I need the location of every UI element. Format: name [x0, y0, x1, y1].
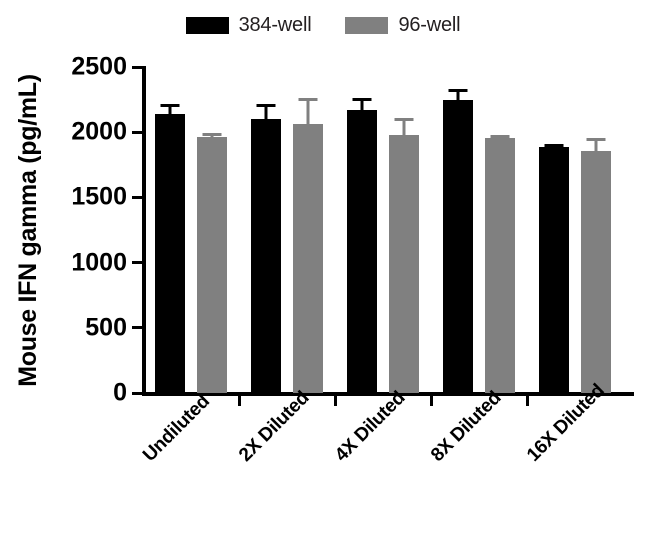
error-bar-cap — [202, 132, 222, 136]
bar — [347, 110, 377, 393]
error-bar-cap — [394, 117, 414, 121]
plot-area: 0 500 1000 1500 2000 2500 — [71, 53, 634, 407]
error-bar-cap — [490, 135, 510, 139]
error-bar-cap — [352, 98, 372, 102]
error-bar-stem — [264, 104, 268, 119]
y-axis-tick — [132, 65, 142, 69]
bar — [539, 146, 569, 393]
y-axis-line — [142, 66, 146, 394]
bar — [581, 151, 611, 393]
y-axis-tick-label: 500 — [85, 313, 127, 342]
error-bar-cap — [298, 97, 318, 101]
x-axis-category-label: Undiluted — [139, 390, 214, 466]
y-axis-title: Mouse IFN gamma (pg/mL) — [11, 67, 45, 393]
y-axis-tick — [132, 261, 142, 265]
legend-swatch-384-well — [185, 17, 229, 34]
legend-label-96-well: 96-well — [398, 14, 461, 36]
error-bar-cap — [544, 143, 564, 147]
x-axis-line — [142, 392, 634, 396]
y-axis-tick-label: 1500 — [71, 182, 127, 211]
bar — [485, 138, 515, 393]
y-axis-tick-label: 2000 — [71, 117, 127, 146]
error-bar-stem — [594, 138, 598, 152]
x-axis-tick — [237, 395, 241, 406]
bar — [389, 134, 419, 393]
legend-entry-384-well: 384-well — [185, 14, 312, 37]
x-axis-tick — [429, 395, 433, 406]
error-bar-stem — [402, 117, 406, 135]
x-axis-category-label: 8X Diluted — [427, 387, 506, 466]
error-bar-stem — [360, 98, 364, 111]
error-bar-stem — [168, 103, 172, 114]
error-bar-cap — [160, 103, 180, 107]
x-axis-category-label: 4X Diluted — [331, 387, 410, 466]
error-bar-cap — [448, 89, 468, 93]
y-axis-tick-label: 1000 — [71, 248, 127, 277]
error-bar-stem — [306, 97, 310, 124]
error-bar-cap — [256, 104, 276, 108]
legend-entry-96-well: 96-well — [345, 14, 461, 37]
bar — [251, 118, 281, 393]
y-axis-tick-label: 0 — [113, 378, 127, 407]
legend-label-384-well: 384-well — [238, 14, 312, 36]
error-bar-stem — [456, 89, 460, 101]
x-axis-tick — [333, 395, 337, 406]
bar — [197, 136, 227, 393]
bar — [155, 113, 185, 393]
x-axis-category-label: 2X Diluted — [235, 387, 314, 466]
y-axis-tick — [132, 391, 142, 395]
y-axis-tick — [132, 195, 142, 199]
bar — [443, 100, 473, 393]
y-axis-tick-label: 2500 — [71, 52, 127, 81]
y-axis-tick — [132, 326, 142, 330]
chart-legend: 384-well 96-well — [0, 14, 646, 37]
error-bar-cap — [586, 138, 606, 142]
legend-swatch-96-well — [345, 17, 389, 34]
bar — [293, 123, 323, 393]
y-axis-tick — [132, 130, 142, 134]
x-axis-tick — [525, 395, 529, 406]
y-axis-title-text: Mouse IFN gamma (pg/mL) — [13, 73, 42, 387]
